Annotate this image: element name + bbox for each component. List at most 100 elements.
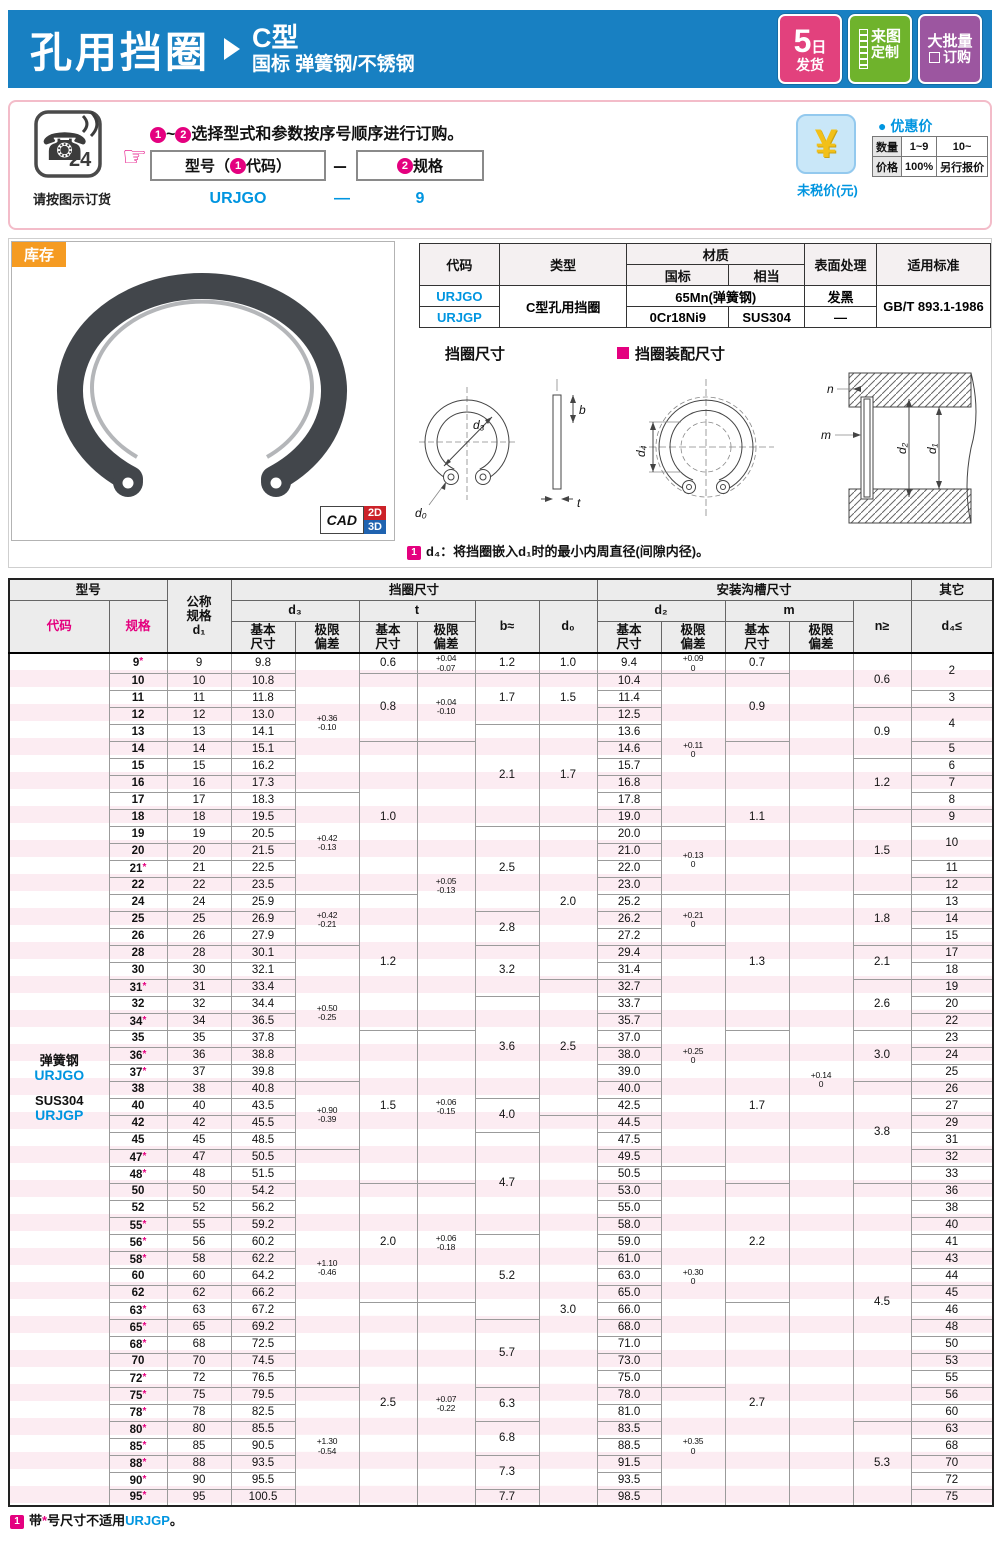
badge-custom-drawing: 来图 定制 [848, 14, 912, 84]
spec-row: 24 24 25.9 +0.42 -0.21 1.2 25.2 +0.21 0 1.3 1.8 13 [9, 893, 994, 1031]
b-cell: 7.3 [474, 1454, 540, 1490]
spec-cell: 48* [108, 1165, 168, 1184]
d3-basic-cell: 13.0 [230, 706, 296, 725]
d3-basic-cell: 95.5 [230, 1471, 296, 1490]
spec-row: 28 28 30.1 +0.50 -0.25 3.2 29.4 +0.25 0 2.1 17 [9, 944, 994, 1167]
d1-cell: 15 [166, 757, 232, 776]
d3-basic-cell: 19.5 [230, 808, 296, 827]
cad-3d-button[interactable]: 3D [363, 520, 386, 534]
yen-price-icon: ¥ [796, 114, 856, 174]
d4-cell: 43 [910, 1250, 994, 1269]
spec-cell: 88* [108, 1454, 168, 1473]
d2-deviation-cell: +0.25 0 [660, 944, 726, 1167]
not-for-urjgp-star: * [142, 1422, 147, 1434]
d1-cell: 63 [166, 1301, 232, 1320]
d4-cell: 26 [910, 1080, 994, 1099]
d4-cell: 38 [910, 1199, 994, 1218]
qty-header: 数量 [872, 136, 902, 157]
d3-basic-cell: 34.4 [230, 995, 296, 1014]
d4-cell: 23 [910, 1029, 994, 1048]
spec-cell: 24 [108, 893, 168, 912]
n-cell: 4.5 [852, 1182, 912, 1422]
not-for-urjgp-star: * [139, 656, 144, 668]
step-instruction: 1 ~2 选择型式和参数按序号顺序进行订购。 [150, 120, 463, 144]
d2-basic-cell: 58.0 [596, 1216, 662, 1235]
svg-text:d₀: d₀ [415, 506, 427, 520]
b-cell: 6.8 [474, 1420, 540, 1456]
spec-cell: 95* [108, 1488, 168, 1507]
d2-basic-cell: 23.0 [596, 876, 662, 895]
spec-box: 2 规格 [356, 150, 484, 181]
d2-basic-cell: 42.5 [596, 1097, 662, 1116]
d4-cell: 11 [910, 859, 994, 878]
spec-row: 40 40 43.5 4.0 42.5 27 [9, 1097, 994, 1133]
d1-cell: 28 [166, 944, 232, 963]
pointing-hand-icon: ☞ [122, 141, 148, 172]
b-cell: 3.6 [474, 995, 540, 1099]
d3-deviation-cell: +0.90 -0.39 [294, 1080, 360, 1150]
b-cell: 3.2 [474, 944, 540, 997]
n-cell: 0.9 [852, 706, 912, 759]
d2-basic-cell: 14.6 [596, 740, 662, 759]
t-deviation-cell: +0.06 -0.18 [416, 1182, 476, 1303]
spec-row: 18 18 19.5 19.0 1.5 9 [9, 808, 994, 895]
d3-basic-cell: 100.5 [230, 1488, 296, 1507]
spec-row: 55* 55 59.2 58.0 40 [9, 1216, 994, 1235]
svg-text:d₃: d₃ [473, 418, 485, 432]
d3-basic-cell: 43.5 [230, 1097, 296, 1116]
d1-cell: 16 [166, 774, 232, 793]
d3-basic-cell: 51.5 [230, 1165, 296, 1184]
spec-cell: 32 [108, 995, 168, 1014]
not-for-urjgp-star: * [142, 1252, 147, 1264]
col-spec: 规格 [108, 599, 168, 654]
m-basic-cell: 1.3 [724, 893, 790, 1031]
product-section: 库存 CAD 2D 3D 代码 类型 材质 表面处理 适用标准 国标 相当 [8, 238, 992, 568]
d2-basic-cell: 81.0 [596, 1403, 662, 1422]
header-banner: 孔用挡圈 C型 国标 弹簧钢/不锈钢 5日 发货 来图 定制 大批量 订购 [8, 10, 992, 88]
spec-row: 10 10 10.8 0.8 +0.04 -0.10 1.7 1.5 10.4 +0.11 0 0.9 [9, 672, 993, 827]
material-spring-steel-label: 弹簧钢 [39, 1053, 79, 1069]
not-for-urjgp-star: * [142, 1439, 147, 1451]
d2-basic-cell: 29.4 [596, 944, 662, 963]
d3-basic-cell: 37.8 [230, 1029, 296, 1048]
d3-deviation-cell: +0.42 -0.13 [294, 791, 360, 895]
svg-text:m: m [821, 428, 831, 442]
d1-cell: 9 [166, 652, 232, 674]
t-deviation-cell: +0.05 -0.13 [416, 740, 476, 1031]
d2-basic-cell: 93.5 [596, 1471, 662, 1490]
d0-cell: 1.0 [538, 652, 598, 674]
d1-cell: 42 [166, 1114, 232, 1133]
m-basic-cell: 2.2 [724, 1182, 790, 1303]
d4-cell: 17 [910, 944, 994, 963]
model-code-urjgo[interactable]: URJGO [34, 1067, 85, 1084]
d4-cell: 4 [910, 706, 994, 742]
price-table: 数量 1~9 10~ 价格 100% 另行报价 [872, 136, 989, 177]
not-for-urjgp-star: * [142, 1218, 147, 1230]
cad-2d-button[interactable]: 2D [363, 506, 386, 520]
d3-basic-cell: 66.2 [230, 1284, 296, 1303]
d1-cell: 19 [166, 825, 232, 844]
d2-basic-cell: 83.5 [596, 1420, 662, 1439]
material-subtitle: 国标 弹簧钢/不锈钢 [252, 53, 415, 75]
model-code-urjgp[interactable]: URJGP [35, 1107, 84, 1124]
d4-cell: 68 [910, 1437, 994, 1456]
d1-cell: 75 [166, 1386, 232, 1405]
d2-basic-cell: 55.0 [596, 1199, 662, 1218]
d2-basic-cell: 65.0 [596, 1284, 662, 1303]
d4-cell: 72 [910, 1471, 994, 1490]
spec-row: 37* 37 39.8 39.0 25 [9, 1063, 994, 1082]
d1-cell: 68 [166, 1335, 232, 1354]
d4-cell: 13 [910, 893, 994, 912]
d2-basic-cell: 12.5 [596, 706, 662, 725]
b-cell: 1.7 [474, 672, 540, 725]
model-code-urjgo[interactable]: URJGO [419, 285, 500, 307]
d3-basic-cell: 14.1 [230, 723, 296, 742]
d4-cell: 7 [910, 774, 994, 793]
d2-basic-cell: 31.4 [596, 961, 662, 980]
spec-cell: 15 [108, 757, 168, 776]
d0-cell: 1.7 [538, 723, 598, 827]
model-code-urjgp[interactable]: URJGP [419, 306, 500, 328]
d1-cell: 55 [166, 1216, 232, 1235]
d3-basic-cell: 39.8 [230, 1063, 296, 1082]
d2-basic-cell: 40.0 [596, 1080, 662, 1099]
